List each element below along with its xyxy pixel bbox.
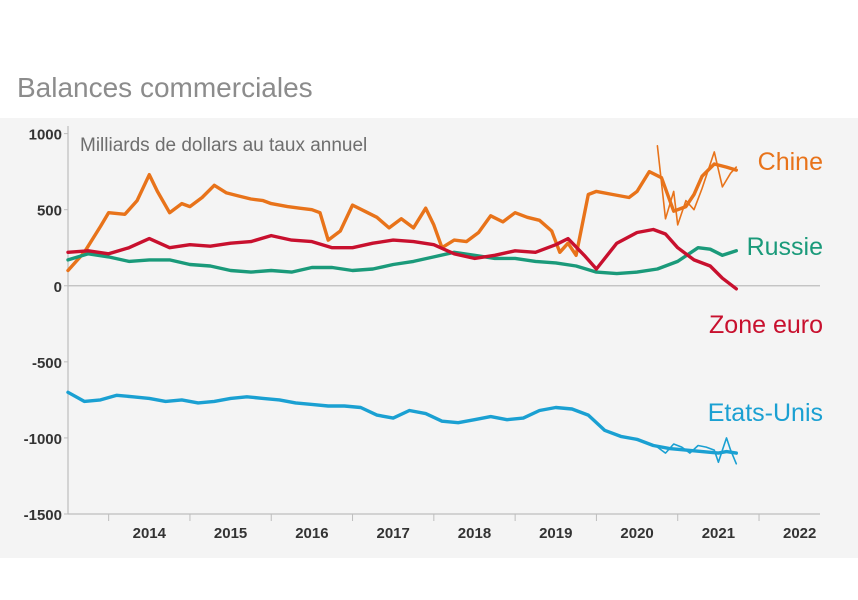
series-line-russie bbox=[66, 245, 738, 276]
series-line-chine bbox=[66, 162, 738, 273]
label-russie: Russie bbox=[747, 233, 823, 261]
y-tick-label: -500 bbox=[32, 355, 62, 372]
y-tick-label: 500 bbox=[37, 203, 62, 220]
chart-title: Balances commerciales bbox=[17, 72, 313, 103]
y-tick-label: 0 bbox=[54, 279, 62, 296]
x-tick-label: 2015 bbox=[214, 525, 247, 542]
x-tick-label: 2019 bbox=[539, 525, 572, 542]
series-line-zone-euro bbox=[66, 227, 738, 291]
x-tick-label: 2017 bbox=[377, 525, 410, 542]
x-tick-label: 2014 bbox=[133, 525, 167, 542]
x-tick-label: 2016 bbox=[295, 525, 328, 542]
y-tick-label: 1000 bbox=[29, 127, 62, 144]
y-tick-label: -1500 bbox=[24, 507, 62, 524]
x-tick-label: 2018 bbox=[458, 525, 491, 542]
y-tick-label: -1000 bbox=[24, 431, 62, 448]
label-etats-unis: Etats-Unis bbox=[708, 399, 823, 427]
x-tick-label: 2022 bbox=[783, 525, 816, 542]
x-tick-label: 2021 bbox=[702, 525, 735, 542]
x-tick-label: 2020 bbox=[620, 525, 653, 542]
unit-label: Milliards de dollars au taux annuel bbox=[80, 135, 367, 156]
series-line-etats-unis-mensuel bbox=[656, 437, 738, 465]
label-zone-euro: Zone euro bbox=[709, 311, 823, 339]
label-chine: Chine bbox=[758, 148, 823, 176]
series-line-etats-unis bbox=[66, 390, 738, 455]
series-line-chine-mensuel bbox=[656, 145, 738, 226]
